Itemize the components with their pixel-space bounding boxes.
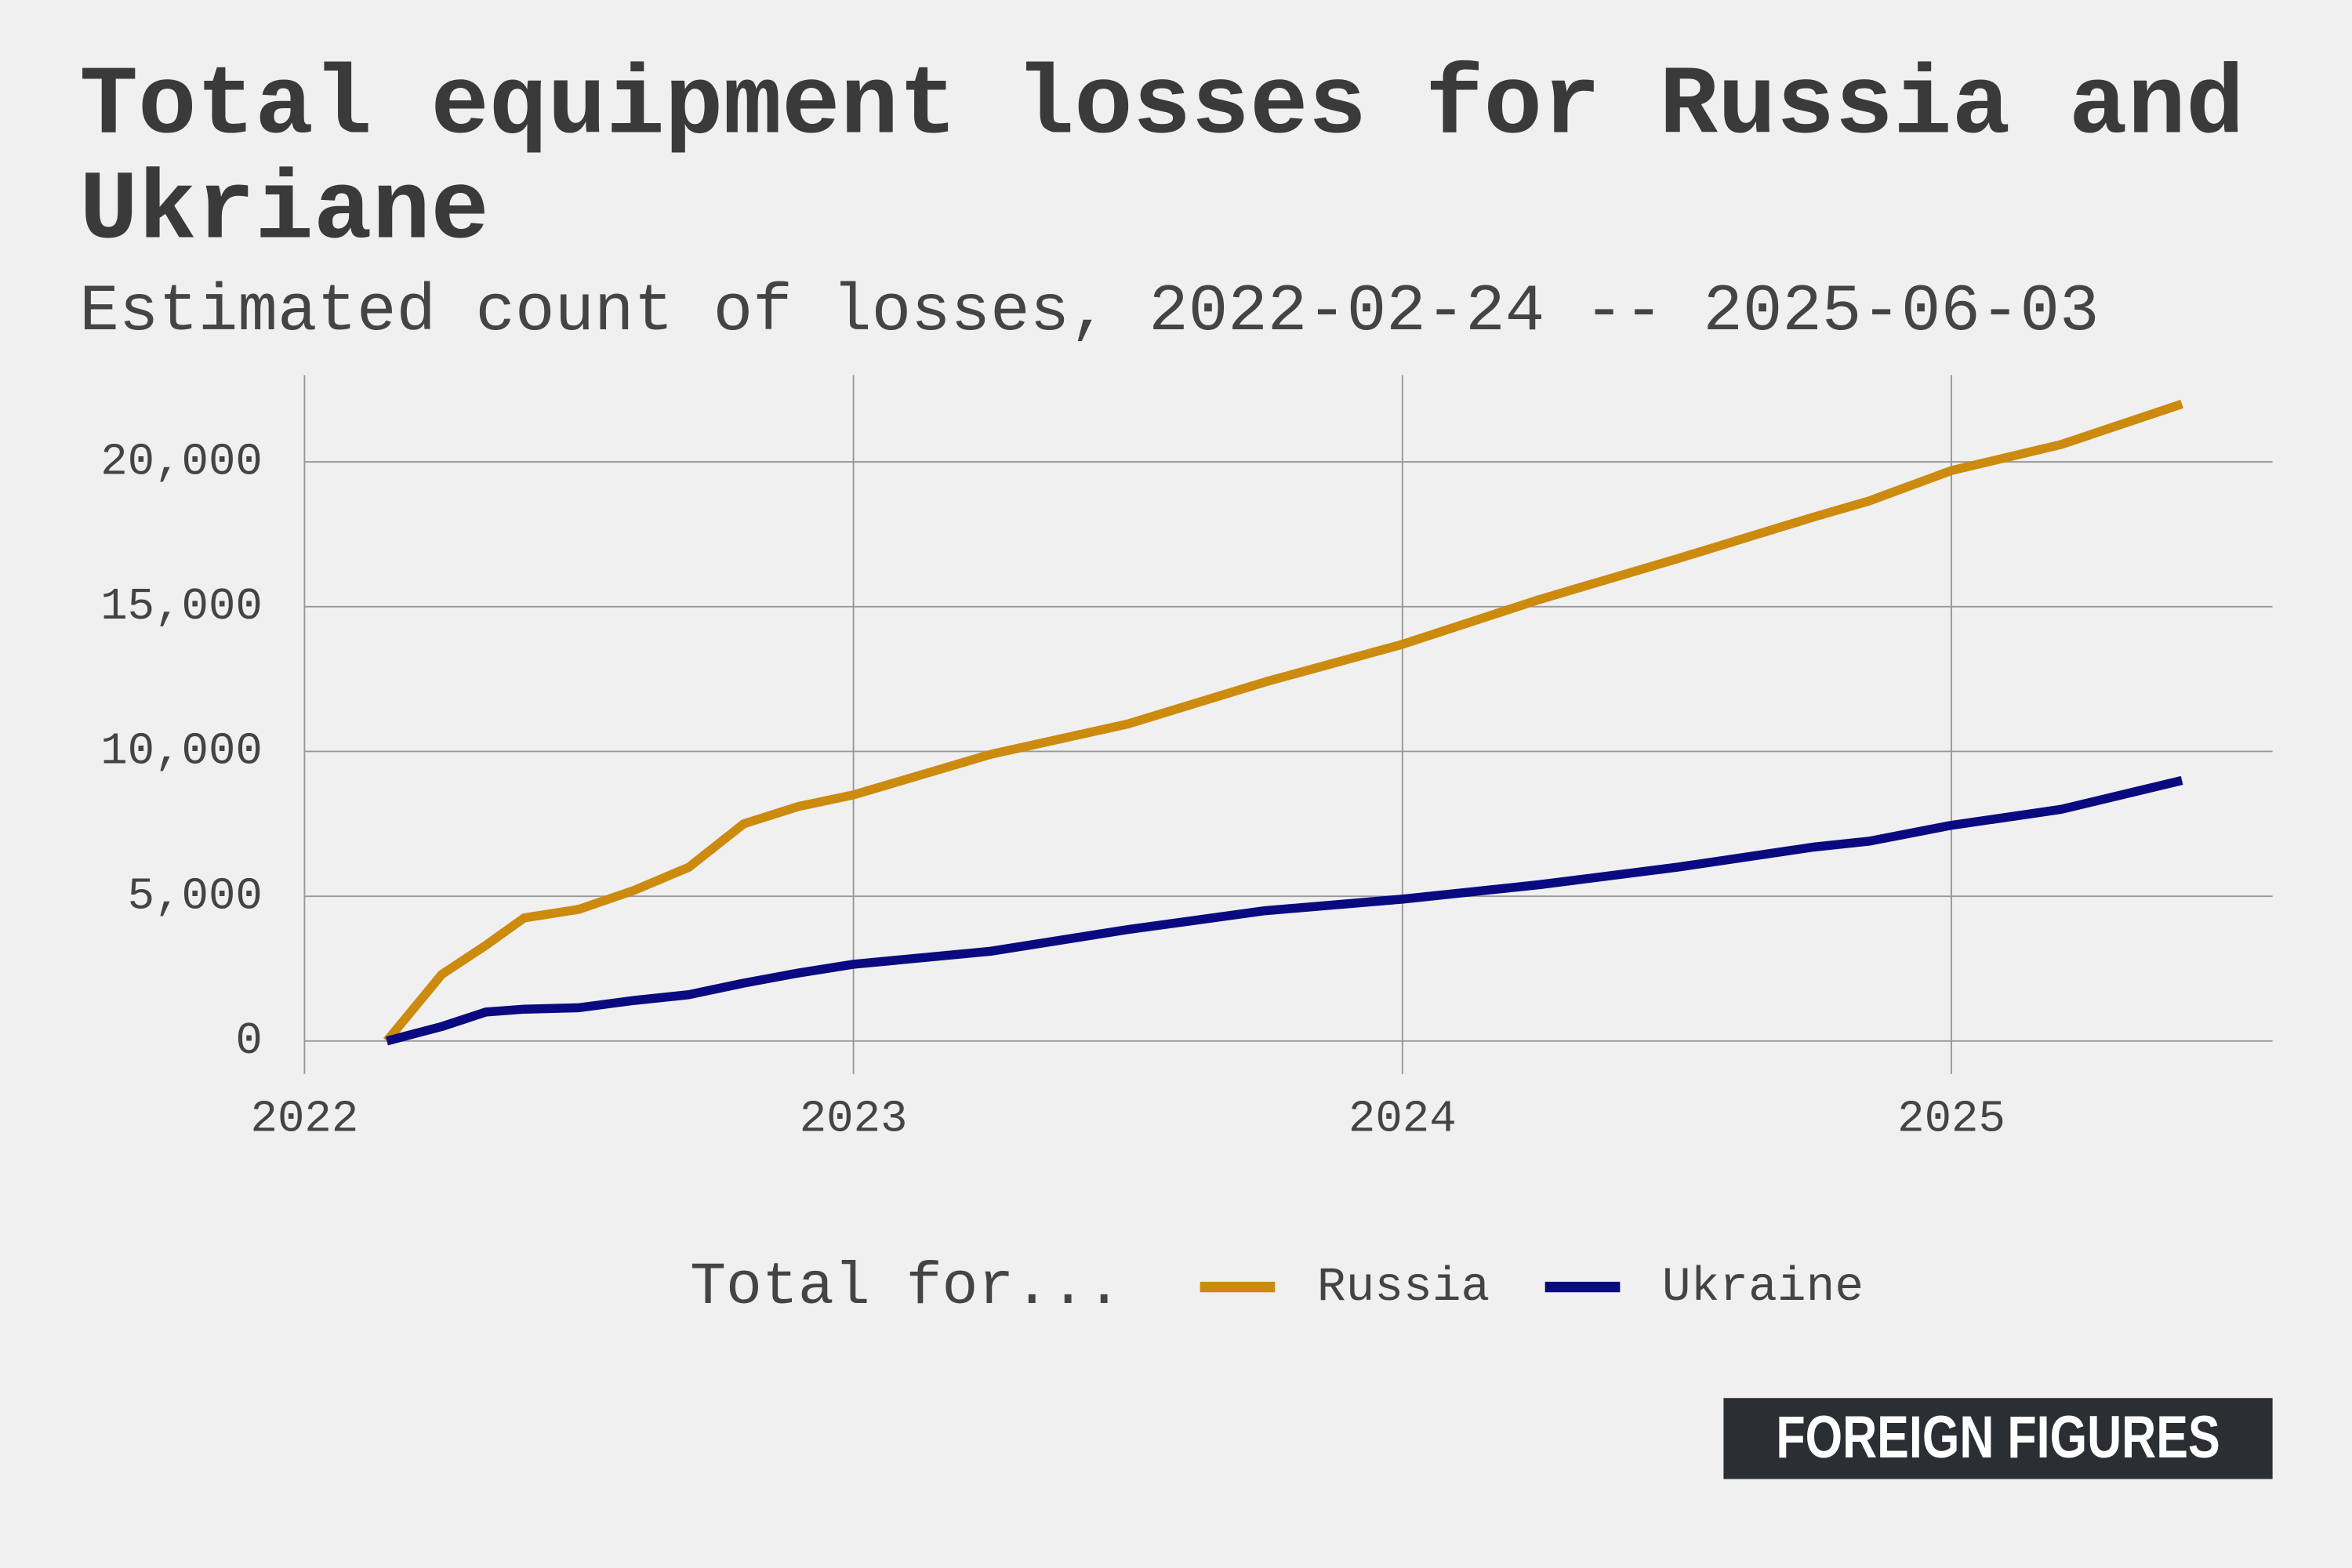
legend-title: Total for...	[690, 1253, 1122, 1321]
legend-label: Russia	[1317, 1261, 1490, 1315]
y-tick-label: 10,000	[100, 727, 263, 778]
chart-title: Total equipment losses for Russia and Uk…	[79, 51, 2245, 267]
y-tick-label: 0	[235, 1016, 262, 1067]
chart-subtitle: Estimated count of losses, 2022-02-24 --…	[79, 275, 2099, 350]
logo-box	[1723, 1398, 2273, 1479]
x-tick-label: 2023	[800, 1094, 908, 1145]
x-tick-label: 2025	[1897, 1094, 2005, 1145]
series-line	[383, 399, 2183, 1044]
legend-label: Ukraine	[1662, 1261, 1864, 1315]
x-tick-label: 2024	[1348, 1094, 1457, 1145]
series-line	[385, 775, 2183, 1046]
x-tick-label: 2022	[251, 1094, 359, 1145]
y-tick-label: 15,000	[100, 582, 263, 633]
logo: FOREIGN FIGURES	[1776, 1404, 2220, 1471]
y-tick-label: 5,000	[128, 871, 263, 922]
y-tick-label: 20,000	[100, 437, 263, 488]
